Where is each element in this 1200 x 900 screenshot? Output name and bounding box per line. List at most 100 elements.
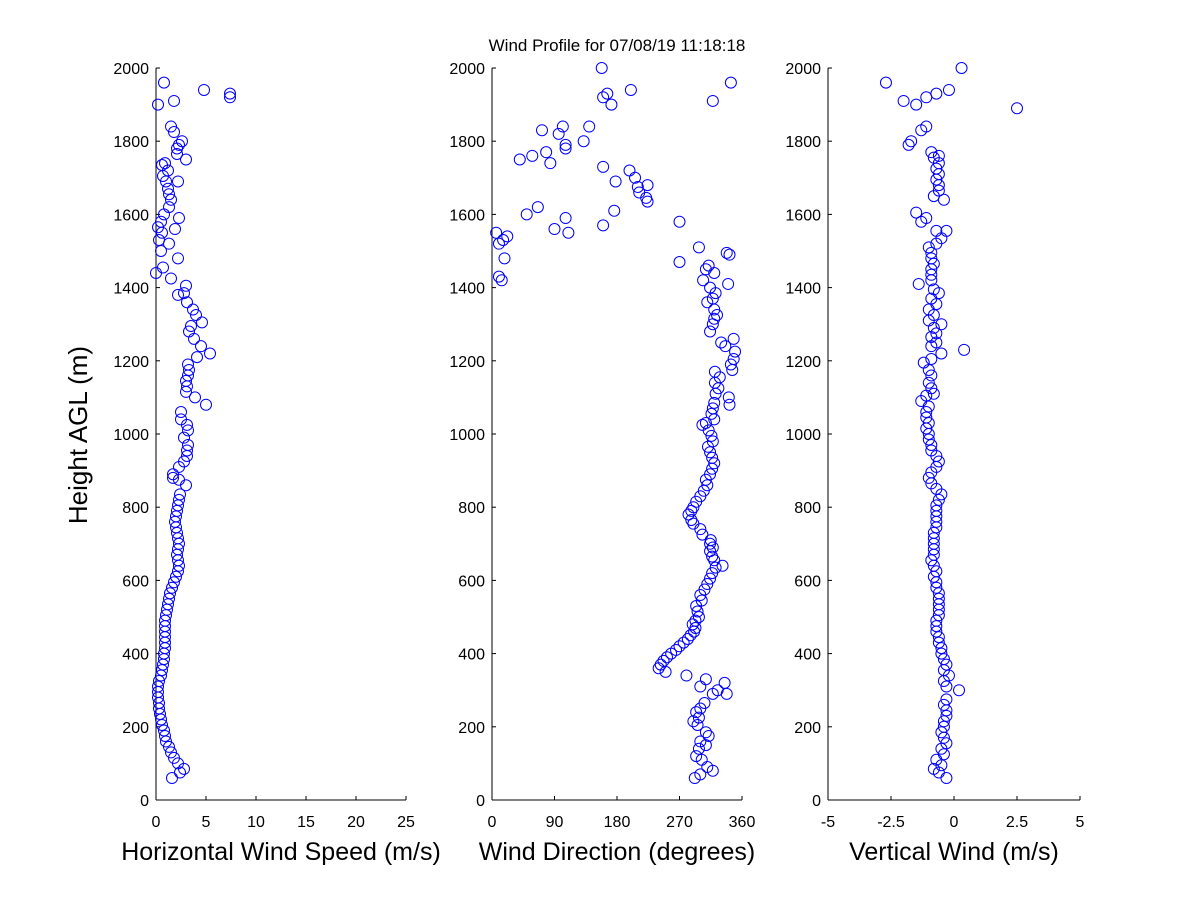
y-axis-label: Height AGL (m) [63,346,93,524]
data-point [940,709,953,722]
data-point [699,726,712,739]
data-point [920,91,933,104]
data-point [920,406,933,419]
y-tick-label: 400 [794,647,821,664]
data-point [940,658,953,671]
data-point [704,468,717,481]
data-point [699,417,712,430]
data-point [920,212,933,225]
data-point [932,184,945,197]
data-point [953,684,966,697]
data-point [705,407,718,420]
y-tick-label: 1800 [785,134,821,151]
data-point [173,138,185,151]
data-point [531,201,544,214]
data-point [932,587,945,600]
data-point [922,417,935,430]
data-point [495,274,508,287]
data-point [540,146,553,159]
data-point [167,471,179,484]
data-point [1011,102,1023,115]
x-tick-label: 360 [729,814,756,831]
data-point [932,493,945,506]
data-point [153,675,165,688]
data-point [577,135,590,148]
data-point [195,340,207,353]
data-point [925,438,938,451]
data-point [706,292,719,305]
y-tick-label: 400 [458,647,485,664]
data-point [544,157,557,170]
data-point [702,259,715,272]
data-point [702,729,715,742]
data-point [181,444,193,457]
data-point [942,83,955,96]
data-point [955,62,968,74]
data-point [910,98,923,111]
data-point [640,191,653,204]
data-point [180,374,192,387]
data-point [930,162,943,175]
data-point [722,391,735,404]
data-point [922,471,935,484]
data-point [940,772,953,785]
data-point [708,396,721,409]
y-tick-label: 2000 [785,61,821,78]
data-point [176,135,188,148]
data-point [624,83,637,96]
data-point [172,288,184,301]
data-point [224,87,236,100]
data-point [689,614,702,627]
y-tick-label: 800 [794,500,821,517]
data-point [879,76,892,89]
data-point [711,684,724,697]
data-point [940,737,953,750]
data-point [157,261,169,274]
x-tick-label: 10 [247,814,265,831]
y-tick-label: 200 [458,720,485,737]
data-point [513,153,526,166]
data-point [722,277,735,290]
data-point [925,146,938,159]
data-point [935,647,948,660]
data-point [699,263,712,276]
data-point [925,246,938,259]
data-point [940,680,953,693]
x-tick-label: 20 [347,814,365,831]
data-point [932,592,945,605]
data-point [169,223,181,236]
y-tick-label: 1600 [449,207,485,224]
data-point [548,223,561,236]
data-point [927,257,940,270]
y-tick-label: 1000 [785,427,821,444]
data-point [185,320,197,333]
data-point [170,570,182,583]
x-tick-label: 0 [950,814,959,831]
x-axis-label: Vertical Wind (m/s) [849,838,1059,866]
data-point [927,532,940,545]
data-point [174,488,186,501]
data-point [180,153,192,166]
data-point [501,230,514,243]
data-point [927,387,940,400]
data-point [168,576,180,589]
data-point [163,237,175,250]
data-point [692,711,705,724]
data-point [935,642,948,655]
data-point [690,706,703,719]
data-point [935,726,948,739]
data-point [927,151,940,164]
data-point [175,406,187,419]
y-tick-label: 1800 [113,134,149,151]
data-point [190,309,202,322]
data-point [597,219,610,232]
y-tick-label: 800 [122,500,149,517]
data-point [925,369,938,382]
data-point [583,120,596,133]
data-point [708,365,721,378]
data-point [552,127,565,140]
data-point [164,587,176,600]
x-tick-label: 180 [604,814,631,831]
data-point [155,215,167,228]
x-tick-label: 2.5 [1006,814,1028,831]
